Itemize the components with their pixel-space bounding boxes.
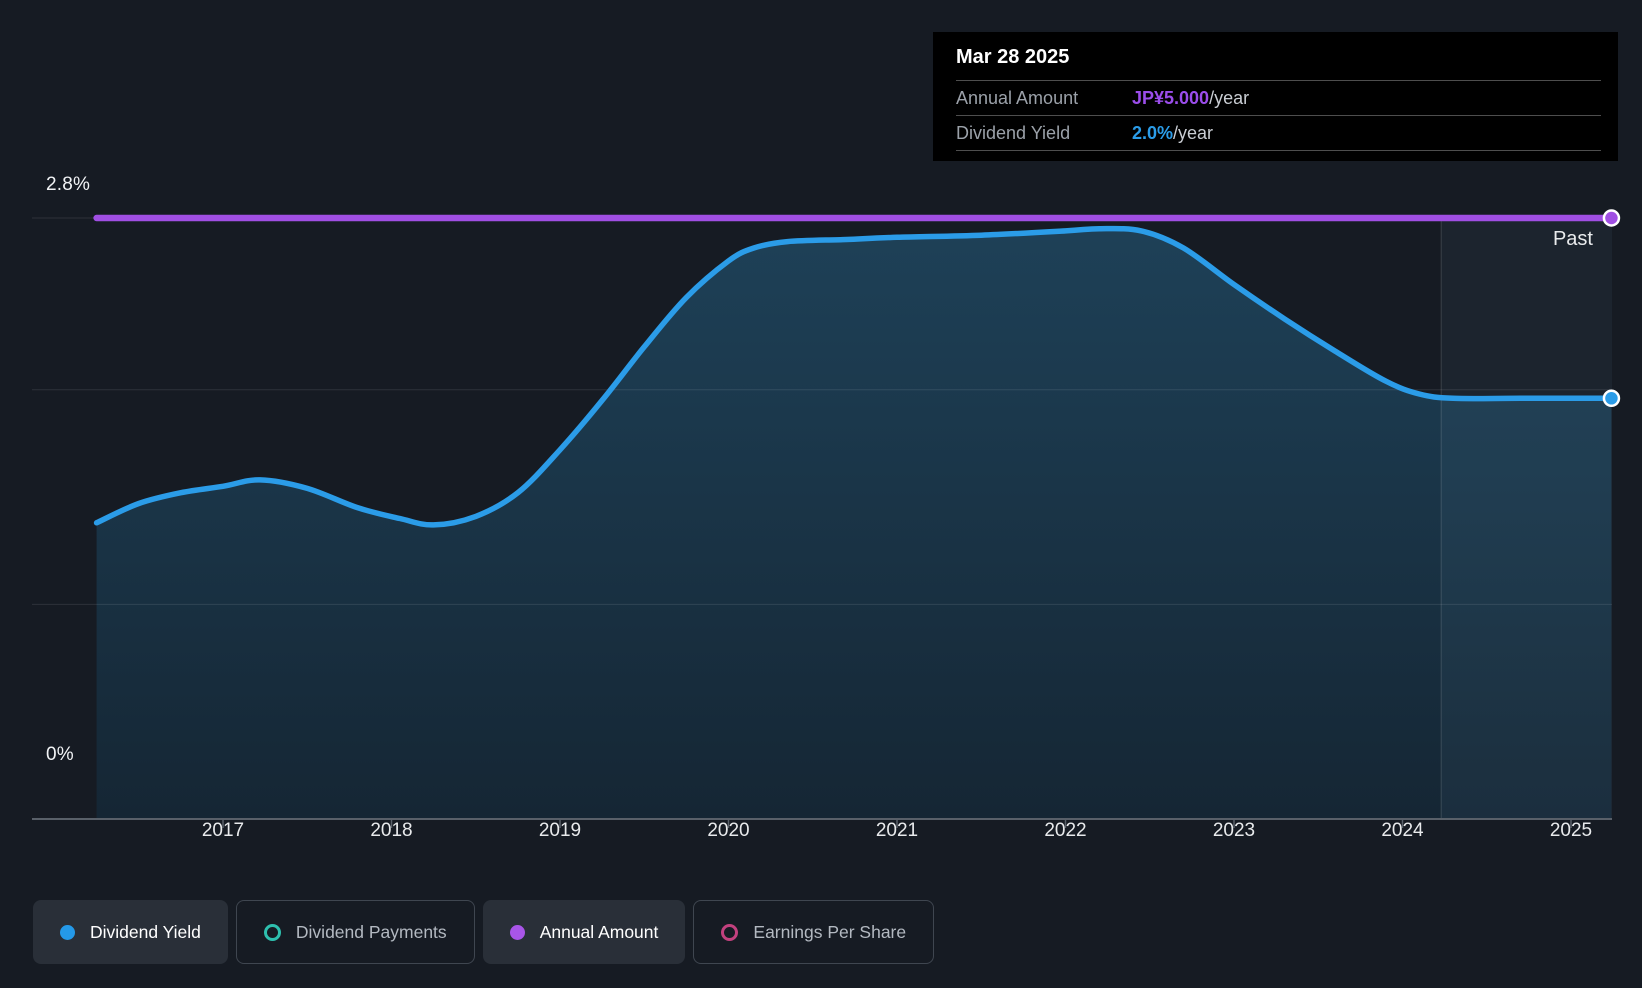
- tooltip-label: Dividend Yield: [956, 122, 1071, 143]
- y-axis-label-top: 2.8%: [46, 174, 91, 195]
- tooltip-value: 2.0%: [1132, 122, 1174, 143]
- tooltip-row-annual-amount: Annual Amount JP¥5.000/year: [956, 80, 1601, 115]
- tooltip-value: JP¥5.000: [1132, 87, 1210, 108]
- x-tick-label-2021: 2021: [875, 820, 919, 841]
- tooltip-row-dividend-yield: Dividend Yield 2.0%/year: [956, 115, 1601, 151]
- x-tick-label-2020: 2020: [707, 820, 750, 841]
- dividend-yield-area: [96, 228, 1612, 819]
- legend-label: Annual Amount: [539, 921, 659, 942]
- x-tick-label-2017: 2017: [201, 820, 245, 841]
- legend-marker-icon: [60, 924, 75, 940]
- legend-marker-icon: [509, 924, 525, 940]
- legend-chip-earnings-per-share[interactable]: Earnings Per Share: [693, 900, 935, 964]
- x-tick-label-2023: 2023: [1212, 820, 1256, 841]
- legend-label: Earnings Per Share: [753, 921, 907, 942]
- legend-label: Dividend Yield: [90, 921, 201, 942]
- tooltip-value-suffix: /year: [1173, 122, 1214, 143]
- dividend-yield-endpoint: [1602, 389, 1621, 408]
- past-region: [1441, 218, 1612, 819]
- x-tick-label-2024: 2024: [1381, 820, 1424, 841]
- x-tick-label-2019: 2019: [538, 820, 582, 841]
- legend-label: Dividend Payments: [295, 921, 447, 942]
- past-label: Past: [1552, 228, 1593, 250]
- tooltip-date: Mar 28 2025: [956, 46, 1070, 68]
- y-axis-label-bottom: 0%: [46, 744, 74, 765]
- chart-legend: Dividend Yield Dividend Payments Annual Am…: [33, 900, 935, 964]
- annual-amount-endpoint: [1602, 209, 1621, 227]
- legend-marker-icon: [263, 923, 281, 941]
- legend-marker-icon: [721, 923, 739, 941]
- legend-chip-annual-amount[interactable]: Annual Amount: [482, 900, 686, 964]
- dividend-yield-line: [93, 225, 1615, 528]
- tooltip-value-suffix: /year: [1209, 87, 1250, 108]
- chart-tooltip: Mar 28 2025 Annual Amount JP¥5.000/year …: [933, 32, 1618, 161]
- tooltip-label: Annual Amount: [956, 87, 1079, 108]
- x-tick-label-2018: 2018: [370, 820, 413, 841]
- legend-chip-dividend-yield[interactable]: Dividend Yield: [33, 900, 228, 964]
- x-tick-label-2025: 2025: [1549, 820, 1593, 841]
- x-tick-label-2022: 2022: [1044, 820, 1087, 841]
- legend-chip-dividend-payments[interactable]: Dividend Payments: [235, 900, 475, 964]
